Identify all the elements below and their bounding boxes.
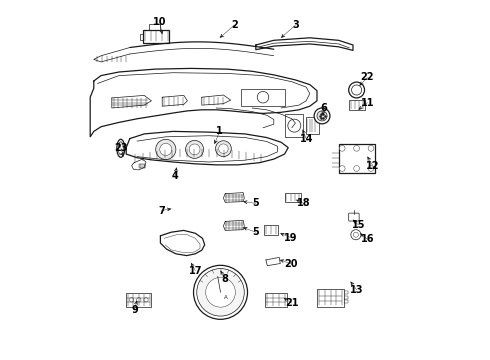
Text: 5: 5	[252, 198, 259, 208]
Text: A: A	[224, 295, 228, 300]
Text: 6: 6	[321, 103, 328, 113]
Circle shape	[197, 269, 245, 316]
Text: 12: 12	[366, 161, 380, 171]
Text: 17: 17	[189, 266, 202, 276]
Bar	[317, 289, 344, 307]
Ellipse shape	[117, 139, 125, 157]
Circle shape	[317, 111, 327, 121]
Text: 5: 5	[252, 227, 259, 237]
Bar	[306, 117, 319, 134]
Circle shape	[354, 166, 360, 171]
Circle shape	[314, 108, 330, 124]
Circle shape	[216, 141, 231, 157]
FancyBboxPatch shape	[264, 225, 278, 235]
Text: 8: 8	[222, 274, 229, 284]
Circle shape	[353, 232, 358, 237]
Text: 18: 18	[297, 198, 311, 208]
Bar	[349, 100, 365, 110]
Text: 2: 2	[231, 20, 238, 30]
Text: 9: 9	[131, 305, 138, 315]
Text: 14: 14	[299, 134, 313, 144]
FancyBboxPatch shape	[349, 213, 359, 221]
Circle shape	[160, 143, 172, 156]
Circle shape	[156, 139, 176, 159]
Circle shape	[349, 82, 365, 98]
Bar	[285, 193, 301, 202]
Text: 21: 21	[285, 298, 298, 308]
Bar	[285, 114, 303, 137]
Text: 10: 10	[153, 17, 167, 27]
Circle shape	[194, 265, 247, 319]
Text: 11: 11	[361, 98, 374, 108]
Circle shape	[206, 278, 235, 307]
Text: 4: 4	[172, 171, 178, 181]
Circle shape	[339, 145, 345, 151]
Circle shape	[144, 298, 148, 302]
Text: 22: 22	[361, 72, 374, 82]
Circle shape	[339, 166, 345, 171]
Circle shape	[219, 144, 228, 153]
Circle shape	[354, 145, 360, 151]
Circle shape	[368, 166, 374, 171]
Circle shape	[351, 85, 362, 95]
Bar	[339, 144, 374, 173]
Bar	[265, 293, 287, 307]
FancyBboxPatch shape	[144, 30, 170, 43]
Text: 23: 23	[114, 143, 127, 153]
Circle shape	[368, 145, 374, 151]
Text: 13: 13	[350, 285, 364, 295]
Circle shape	[129, 298, 134, 302]
Circle shape	[351, 230, 361, 240]
Circle shape	[288, 119, 301, 132]
Circle shape	[189, 144, 200, 155]
Text: 16: 16	[361, 234, 374, 244]
Text: 20: 20	[284, 258, 297, 269]
Circle shape	[186, 140, 204, 158]
FancyBboxPatch shape	[139, 164, 145, 168]
Circle shape	[137, 298, 141, 302]
Ellipse shape	[118, 142, 123, 155]
Text: 1: 1	[217, 126, 223, 136]
Text: 19: 19	[284, 233, 297, 243]
Text: 15: 15	[352, 220, 365, 230]
Text: 3: 3	[292, 20, 299, 30]
Text: 7: 7	[158, 206, 165, 216]
Circle shape	[257, 91, 269, 103]
Bar	[242, 89, 285, 106]
Bar	[126, 293, 151, 307]
